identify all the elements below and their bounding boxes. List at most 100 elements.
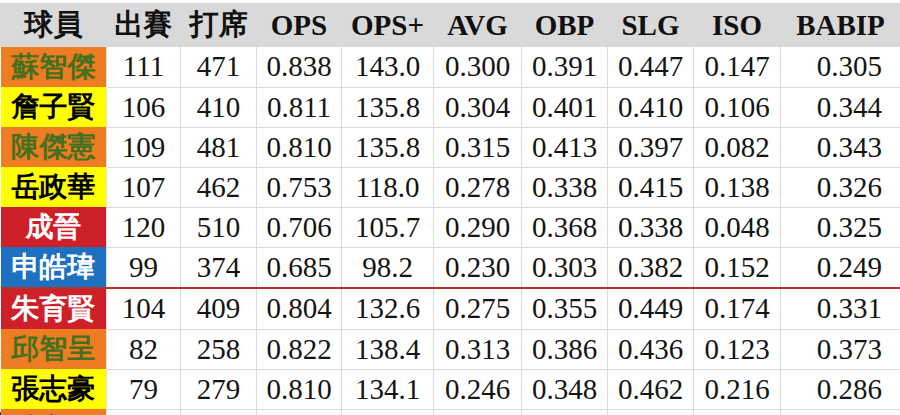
stat-cell-avg: 0.230 bbox=[434, 247, 522, 288]
stat-cell-pa: 471 bbox=[181, 47, 257, 88]
table-row: 邱智呈822580.822138.40.3130.3860.4360.1230.… bbox=[1, 329, 900, 369]
player-name-cell: 邱智呈 bbox=[1, 329, 107, 369]
table-row: 成晉1205100.706105.70.2900.3680.3380.0480.… bbox=[1, 207, 900, 247]
stat-cell-ops: 0.793 bbox=[257, 409, 342, 415]
stat-cell-babip: 0.249 bbox=[781, 247, 900, 288]
stat-cell-slg: 0.462 bbox=[608, 369, 694, 409]
stat-cell-ops_plus: 132.6 bbox=[342, 288, 434, 329]
header-row: 球員出賽打席OPSOPS+AVGOBPSLGISOBABIP bbox=[1, 4, 900, 47]
table-row: 張志豪792790.810134.10.2460.3480.4620.2160.… bbox=[1, 369, 900, 409]
stat-cell-babip: 0.326 bbox=[781, 167, 900, 207]
stat-cell-pa: 481 bbox=[181, 127, 257, 167]
stat-cell-obp: 0.348 bbox=[522, 369, 608, 409]
stat-cell-slg: 0.436 bbox=[608, 329, 694, 369]
stat-cell-obp: 0.401 bbox=[522, 87, 608, 127]
stat-cell-iso: 0.174 bbox=[694, 288, 781, 329]
stat-cell-obp: 0.391 bbox=[522, 47, 608, 88]
stat-cell-games: 120 bbox=[107, 207, 181, 247]
stat-cell-avg: 0.246 bbox=[434, 369, 522, 409]
stat-cell-avg: 0.247 bbox=[434, 409, 522, 415]
stat-cell-ops_plus: 135.8 bbox=[342, 87, 434, 127]
stat-cell-obp: 0.368 bbox=[522, 207, 608, 247]
table-row: 林安可762920.793128.70.2470.3220.4710.2240.… bbox=[1, 409, 900, 415]
table-header: 球員出賽打席OPSOPS+AVGOBPSLGISOBABIP bbox=[1, 4, 900, 47]
player-name-cell: 張志豪 bbox=[1, 369, 107, 409]
stat-cell-pa: 409 bbox=[181, 288, 257, 329]
stat-cell-avg: 0.313 bbox=[434, 329, 522, 369]
stat-cell-iso: 0.082 bbox=[694, 127, 781, 167]
stat-cell-babip: 0.343 bbox=[781, 127, 900, 167]
stat-cell-avg: 0.304 bbox=[434, 87, 522, 127]
table-row: 朱育賢1044090.804132.60.2750.3550.4490.1740… bbox=[1, 288, 900, 329]
column-header-slg: SLG bbox=[608, 4, 694, 47]
player-batting-stats-table: 球員出賽打席OPSOPS+AVGOBPSLGISOBABIP 蘇智傑111471… bbox=[0, 0, 900, 415]
stat-cell-iso: 0.216 bbox=[694, 369, 781, 409]
stat-cell-slg: 0.397 bbox=[608, 127, 694, 167]
stat-cell-babip: 0.373 bbox=[781, 329, 900, 369]
stat-cell-ops_plus: 118.0 bbox=[342, 167, 434, 207]
stat-cell-obp: 0.355 bbox=[522, 288, 608, 329]
stat-cell-avg: 0.290 bbox=[434, 207, 522, 247]
column-header-avg: AVG bbox=[434, 4, 522, 47]
stat-cell-slg: 0.471 bbox=[608, 409, 694, 415]
stat-cell-slg: 0.410 bbox=[608, 87, 694, 127]
stat-cell-games: 106 bbox=[107, 87, 181, 127]
player-name-cell: 蘇智傑 bbox=[1, 47, 107, 88]
stats-table: 球員出賽打席OPSOPS+AVGOBPSLGISOBABIP 蘇智傑111471… bbox=[0, 3, 900, 415]
stat-cell-avg: 0.275 bbox=[434, 288, 522, 329]
column-header-ops: OPS bbox=[257, 4, 342, 47]
stat-cell-babip: 0.305 bbox=[781, 47, 900, 88]
column-header-pa: 打席 bbox=[181, 4, 257, 47]
stat-cell-ops: 0.753 bbox=[257, 167, 342, 207]
stat-cell-slg: 0.382 bbox=[608, 247, 694, 288]
stat-cell-babip: 0.331 bbox=[781, 288, 900, 329]
stat-cell-pa: 410 bbox=[181, 87, 257, 127]
stat-cell-games: 109 bbox=[107, 127, 181, 167]
stat-cell-games: 104 bbox=[107, 288, 181, 329]
player-name-cell: 林安可 bbox=[1, 409, 107, 415]
stat-cell-avg: 0.315 bbox=[434, 127, 522, 167]
column-header-games: 出賽 bbox=[107, 4, 181, 47]
stat-cell-ops: 0.822 bbox=[257, 329, 342, 369]
stat-cell-pa: 374 bbox=[181, 247, 257, 288]
stat-cell-babip: 0.258 bbox=[781, 409, 900, 415]
stat-cell-ops: 0.838 bbox=[257, 47, 342, 88]
stat-cell-pa: 292 bbox=[181, 409, 257, 415]
stat-cell-babip: 0.325 bbox=[781, 207, 900, 247]
stat-cell-games: 111 bbox=[107, 47, 181, 88]
stat-cell-games: 99 bbox=[107, 247, 181, 288]
stat-cell-games: 76 bbox=[107, 409, 181, 415]
stat-cell-pa: 510 bbox=[181, 207, 257, 247]
stat-cell-obp: 0.338 bbox=[522, 167, 608, 207]
stat-cell-avg: 0.278 bbox=[434, 167, 522, 207]
stat-cell-games: 107 bbox=[107, 167, 181, 207]
stat-cell-ops_plus: 135.8 bbox=[342, 127, 434, 167]
player-name-cell: 岳政華 bbox=[1, 167, 107, 207]
stat-cell-obp: 0.303 bbox=[522, 247, 608, 288]
stat-cell-iso: 0.147 bbox=[694, 47, 781, 88]
stat-cell-slg: 0.338 bbox=[608, 207, 694, 247]
stat-cell-iso: 0.048 bbox=[694, 207, 781, 247]
stat-cell-ops_plus: 105.7 bbox=[342, 207, 434, 247]
stat-cell-slg: 0.415 bbox=[608, 167, 694, 207]
table-row: 陳傑憲1094810.810135.80.3150.4130.3970.0820… bbox=[1, 127, 900, 167]
stat-cell-games: 82 bbox=[107, 329, 181, 369]
stat-cell-ops_plus: 138.4 bbox=[342, 329, 434, 369]
column-header-iso: ISO bbox=[694, 4, 781, 47]
stat-cell-ops_plus: 134.1 bbox=[342, 369, 434, 409]
stat-cell-iso: 0.152 bbox=[694, 247, 781, 288]
stat-cell-avg: 0.300 bbox=[434, 47, 522, 88]
stat-cell-ops: 0.811 bbox=[257, 87, 342, 127]
column-header-ops_plus: OPS+ bbox=[342, 4, 434, 47]
table-row: 詹子賢1064100.811135.80.3040.4010.4100.1060… bbox=[1, 87, 900, 127]
stat-cell-babip: 0.286 bbox=[781, 369, 900, 409]
column-header-obp: OBP bbox=[522, 4, 608, 47]
column-header-babip: BABIP bbox=[781, 4, 900, 47]
stat-cell-obp: 0.386 bbox=[522, 329, 608, 369]
player-name-cell: 成晉 bbox=[1, 207, 107, 247]
stat-cell-babip: 0.344 bbox=[781, 87, 900, 127]
stat-cell-iso: 0.106 bbox=[694, 87, 781, 127]
stat-cell-slg: 0.449 bbox=[608, 288, 694, 329]
table-row: 蘇智傑1114710.838143.00.3000.3910.4470.1470… bbox=[1, 47, 900, 88]
stat-cell-iso: 0.224 bbox=[694, 409, 781, 415]
